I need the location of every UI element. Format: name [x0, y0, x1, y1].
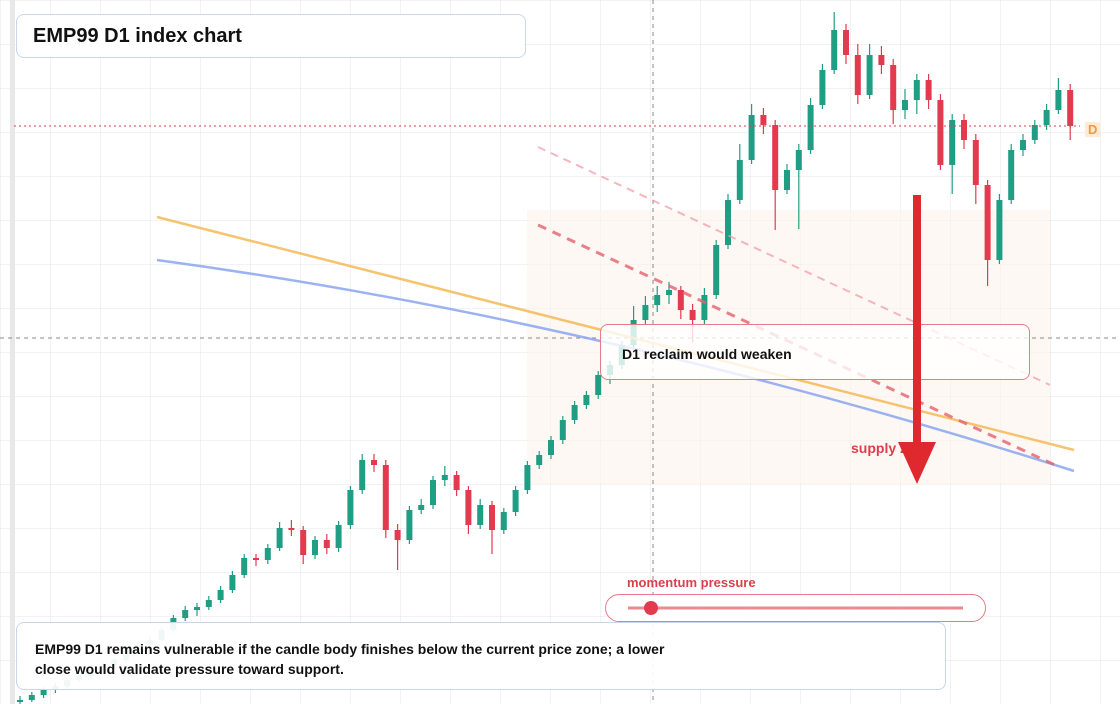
candle-body: [571, 405, 578, 420]
candle-body: [772, 125, 779, 190]
candle-body: [406, 510, 413, 540]
candle-body: [890, 65, 897, 110]
candle-body: [182, 610, 189, 618]
candle-body: [795, 150, 802, 170]
candle-body: [807, 105, 814, 150]
candle-body: [323, 540, 330, 548]
candle-body: [1020, 140, 1026, 150]
candle-body: [382, 465, 389, 530]
candle-body: [925, 80, 932, 100]
price-label: D: [1085, 122, 1101, 137]
candle-body: [595, 375, 602, 395]
candle-body: [194, 607, 200, 610]
candle-body: [996, 200, 1003, 260]
annotation-box: D1 reclaim would weaken: [600, 324, 1030, 380]
candle-body: [961, 120, 967, 140]
candle-body: [654, 295, 661, 305]
candle-body: [217, 590, 224, 600]
candle-body: [1067, 90, 1074, 126]
title-box: EMP99 D1 index chart: [16, 14, 526, 58]
candle-body: [972, 140, 979, 185]
candle-body: [512, 490, 519, 512]
candle-body: [902, 100, 908, 110]
candle-body: [725, 200, 731, 245]
candle-body: [713, 245, 720, 295]
slider-graphic: [628, 601, 963, 615]
candle-body: [288, 528, 295, 530]
candle-body: [677, 290, 684, 310]
candle-body: [371, 460, 377, 465]
candle-body: [583, 395, 590, 405]
candle-body: [253, 558, 259, 560]
commentary-box: EMP99 D1 remains vulnerable if the candl…: [16, 622, 946, 690]
candle-body: [1031, 125, 1038, 140]
candle-body: [1043, 110, 1050, 125]
candle-body: [264, 548, 271, 560]
arrow-head: [898, 442, 936, 484]
candle-body: [430, 480, 436, 505]
candle-body: [642, 305, 649, 320]
candle-body: [453, 475, 460, 490]
left-strip: [10, 0, 15, 704]
candle-body: [524, 465, 531, 490]
candle-body: [819, 70, 826, 105]
candle-body: [784, 170, 790, 190]
candle-body: [241, 558, 248, 575]
candle-body: [854, 55, 861, 95]
candle-body: [394, 530, 401, 540]
candle-body: [500, 512, 507, 530]
candle-body: [1055, 90, 1062, 110]
candle-body: [1008, 150, 1015, 200]
annotation: D1 reclaim would weaken: [622, 346, 792, 362]
candle-body: [335, 525, 342, 548]
candle-body: [205, 600, 212, 607]
candle-body: [17, 700, 23, 702]
candle-body: [276, 528, 283, 548]
chart-title: EMP99 D1 index chart: [33, 25, 242, 47]
candle-body: [748, 115, 755, 160]
candle-body: [913, 80, 920, 100]
candle-body: [359, 460, 366, 490]
candle-body: [736, 160, 743, 200]
candle-body: [536, 455, 543, 465]
candle-body: [465, 490, 472, 525]
candle-body: [949, 120, 956, 165]
momentum-label: momentum pressure: [627, 575, 756, 590]
candle-body: [843, 30, 849, 55]
candle-body: [489, 505, 495, 530]
candle-body: [312, 540, 318, 555]
red-dashed-trend-light: [537, 146, 1051, 386]
momentum-slider[interactable]: [605, 594, 986, 622]
candle-body: [937, 100, 944, 165]
candle-body: [477, 505, 484, 525]
candle-body: [866, 55, 873, 95]
candle-body: [300, 530, 307, 555]
candle-body: [689, 310, 696, 320]
candle-body: [229, 575, 236, 590]
candle-body: [28, 695, 35, 700]
candle-body: [831, 30, 838, 70]
candle-body: [347, 490, 354, 525]
candle-body: [548, 440, 554, 455]
candle-body: [701, 295, 708, 320]
candle-body: [760, 115, 767, 125]
candle-body: [878, 55, 885, 65]
candle-body: [559, 420, 566, 440]
candle-body: [40, 690, 47, 695]
candle-body: [666, 290, 672, 295]
arrow-shaft: [913, 195, 921, 445]
candle-body: [984, 185, 991, 260]
candle-body: [441, 475, 448, 480]
slider-knob[interactable]: [644, 601, 658, 615]
commentary: EMP99 D1 remains vulnerable if the candl…: [35, 641, 665, 677]
candle-body: [418, 505, 425, 510]
